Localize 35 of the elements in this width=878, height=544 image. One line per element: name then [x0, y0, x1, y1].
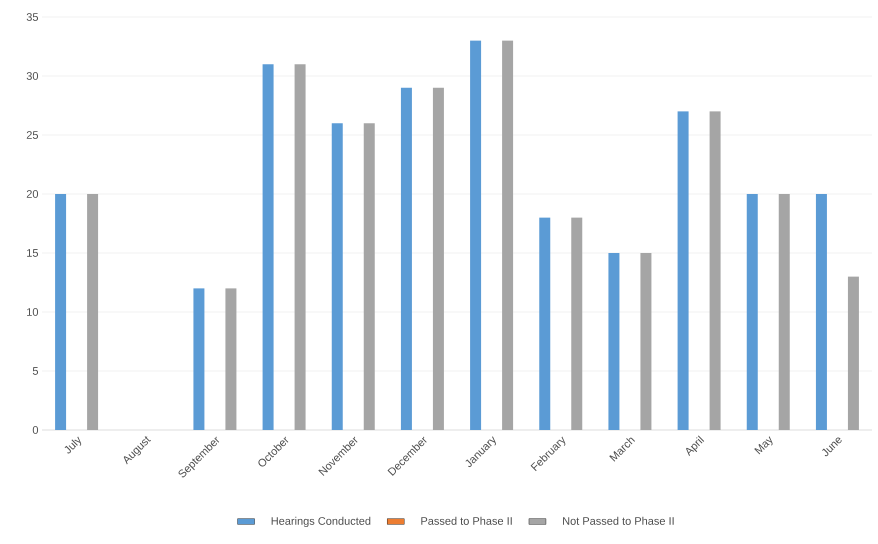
legend-label: Passed to Phase II	[421, 516, 512, 525]
y-tick-label: 15	[27, 249, 38, 257]
bar	[816, 194, 827, 430]
bar	[470, 40, 482, 430]
bar	[502, 40, 514, 430]
y-tick-label: 10	[27, 308, 38, 316]
legend-label: Not Passed to Phase II	[563, 516, 674, 525]
x-tick-label: July	[64, 436, 82, 454]
bar	[608, 252, 620, 430]
bar	[640, 252, 652, 430]
bar	[332, 123, 343, 430]
y-tick-label: 25	[26, 131, 38, 139]
y-tick-label: 5	[32, 367, 38, 375]
bar	[746, 194, 758, 430]
bar	[225, 288, 236, 430]
bar	[294, 64, 306, 430]
bar	[400, 88, 412, 430]
y-tick-label: 30	[26, 72, 38, 80]
y-tick-label: 0	[32, 426, 38, 434]
y-tick-label: 35	[26, 13, 38, 21]
bar	[364, 123, 375, 430]
bar	[778, 194, 790, 430]
bar	[262, 64, 274, 430]
bar	[55, 194, 66, 430]
bar	[848, 276, 859, 430]
bar	[193, 288, 204, 430]
bar	[678, 111, 689, 430]
bar	[87, 194, 98, 430]
x-tick-label: May	[754, 436, 773, 454]
bar	[710, 111, 721, 430]
bar	[571, 218, 582, 430]
bar	[432, 88, 444, 430]
bar	[539, 218, 550, 430]
y-tick-label: 20	[26, 190, 38, 198]
legend-label: Hearings Conducted	[272, 516, 370, 528]
